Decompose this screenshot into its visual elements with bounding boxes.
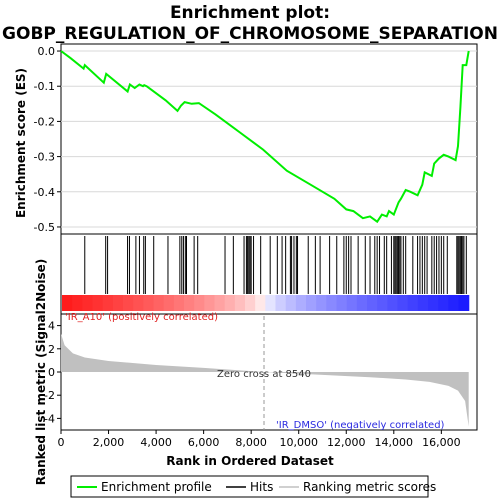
- enrichment-score-panel: 0.0 -0.1 -0.2 -0.3 -0.4 -0.5 Enrichment score…: [14, 43, 478, 235]
- rank-band-segment: [163, 295, 175, 311]
- rank-band-segment: [224, 295, 236, 311]
- bottom-y-tick-label: 0: [48, 366, 55, 379]
- x-tick-label: 8,000: [235, 436, 267, 449]
- bottom-y-tick-label: -4: [44, 412, 55, 425]
- x-tick-label: 16,000: [422, 436, 461, 449]
- x-tick-label: 14,000: [375, 436, 414, 449]
- top-y-tick-label: -0.4: [34, 186, 55, 199]
- rank-band-segment: [62, 295, 73, 311]
- rank-band-segment: [407, 295, 419, 311]
- rank-band-segment: [397, 295, 409, 311]
- bottom-y-axis-label: Ranked list metric (Signal2Noise): [34, 259, 48, 486]
- rank-band-segment: [448, 295, 460, 311]
- top-y-tick-label: 0.0: [38, 45, 56, 58]
- rank-band-segment: [326, 295, 338, 311]
- rank-band-segment: [143, 295, 155, 311]
- bottom-y-tick-label: -2: [44, 389, 55, 402]
- top-y-tick-label: -0.5: [34, 221, 55, 234]
- positive-correlation-label: 'IR_A10' (positively correlated): [65, 312, 218, 323]
- negative-correlation-label: 'IR_DMSO' (negatively correlated): [276, 420, 445, 431]
- top-y-tick-label: -0.1: [34, 80, 55, 93]
- legend-metric-text: Ranking metric scores: [303, 480, 436, 494]
- rank-band-segment: [72, 295, 83, 311]
- rank-band-segment: [194, 295, 205, 311]
- top-panel-frame: [60, 43, 478, 235]
- rank-band-segment: [316, 295, 327, 311]
- rank-band-segment: [356, 295, 368, 311]
- rank-band-segment: [367, 295, 378, 311]
- rank-color-band: [62, 295, 470, 311]
- chart-title-line-2: GOBP_REGULATION_OF_CHROMOSOME_SEPARATION: [2, 24, 498, 44]
- x-tick-label: 10,000: [279, 436, 318, 449]
- rank-band-segment: [438, 295, 449, 311]
- bottom-y-tick-label: 4: [48, 320, 55, 333]
- legend-hits-text: Hits: [250, 480, 273, 494]
- rank-band-segment: [153, 295, 165, 311]
- rank-band-segment: [387, 295, 399, 311]
- x-axis-label: Rank in Ordered Dataset: [166, 454, 334, 468]
- zero-cross-label: Zero cross at 8540: [217, 369, 311, 380]
- top-y-axis-label: Enrichment score (ES): [14, 68, 28, 218]
- top-y-tick-label: -0.2: [34, 115, 55, 128]
- hits-panel: [60, 233, 478, 315]
- rank-band-segment: [82, 295, 94, 311]
- rank-band-segment: [295, 295, 307, 311]
- x-tick-label: 6,000: [188, 436, 220, 449]
- rank-band-segment: [102, 295, 114, 311]
- ranked-metric-panel: 4 2 0 -2 -4 'IR_A10' (positively correlated)…: [34, 259, 478, 486]
- legend: Enrichment profile Hits Ranking metric s…: [70, 475, 436, 498]
- x-tick-label: 12,000: [327, 436, 366, 449]
- rank-band-segment: [275, 295, 287, 311]
- chart-title-line-1: Enrichment plot:: [170, 3, 330, 23]
- enrichment-profile-line: [60, 50, 470, 224]
- rank-band-segment: [204, 295, 216, 311]
- rank-band-segment: [428, 295, 439, 311]
- rank-band-segment: [346, 295, 358, 311]
- x-tick-label: 2,000: [93, 436, 125, 449]
- rank-band-segment: [133, 295, 144, 311]
- rank-band-segment: [285, 295, 297, 311]
- bottom-y-tick-label: 2: [48, 343, 55, 356]
- rank-band-segment: [123, 295, 134, 311]
- rank-band-segment: [458, 295, 470, 311]
- top-y-tick-label: -0.3: [34, 151, 55, 164]
- legend-profile-text: Enrichment profile: [101, 480, 212, 494]
- rank-band-segment: [184, 295, 195, 311]
- rank-band-segment: [377, 295, 388, 311]
- rank-band-segment: [336, 295, 348, 311]
- rank-band-segment: [92, 295, 104, 311]
- legend-frame: [70, 475, 429, 498]
- rank-band-segment: [265, 295, 277, 311]
- rank-band-segment: [306, 295, 317, 311]
- x-tick-label: 4,000: [140, 436, 172, 449]
- rank-band-segment: [173, 295, 185, 311]
- rank-band-segment: [255, 295, 266, 311]
- rank-band-segment: [112, 295, 124, 311]
- rank-band-segment: [234, 295, 246, 311]
- rank-band-segment: [417, 295, 429, 311]
- x-tick-label: 0: [58, 436, 65, 449]
- rank-band-segment: [245, 295, 256, 311]
- rank-band-segment: [214, 295, 226, 311]
